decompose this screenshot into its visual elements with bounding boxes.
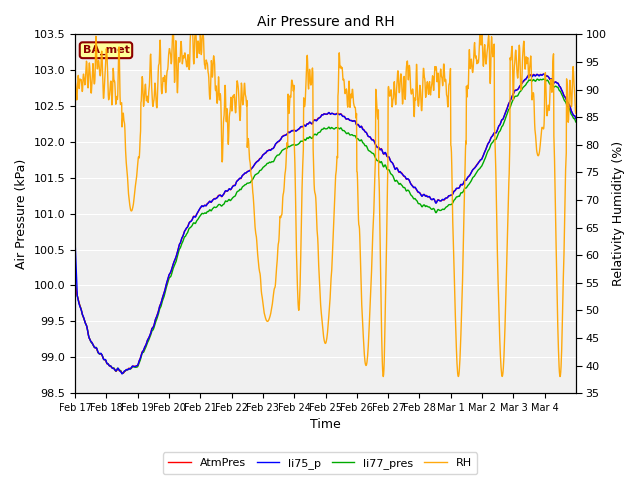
Line: li75_p: li75_p	[75, 74, 576, 374]
Title: Air Pressure and RH: Air Pressure and RH	[257, 15, 394, 29]
Text: BA_met: BA_met	[83, 45, 129, 55]
Legend: AtmPres, li75_p, li77_pres, RH: AtmPres, li75_p, li77_pres, RH	[163, 453, 477, 474]
X-axis label: Time: Time	[310, 419, 340, 432]
Line: RH: RH	[75, 35, 576, 377]
Line: li77_pres: li77_pres	[75, 79, 576, 373]
Y-axis label: Relativity Humidity (%): Relativity Humidity (%)	[612, 141, 625, 286]
Line: AtmPres: AtmPres	[75, 74, 576, 373]
Y-axis label: Air Pressure (kPa): Air Pressure (kPa)	[15, 158, 28, 269]
